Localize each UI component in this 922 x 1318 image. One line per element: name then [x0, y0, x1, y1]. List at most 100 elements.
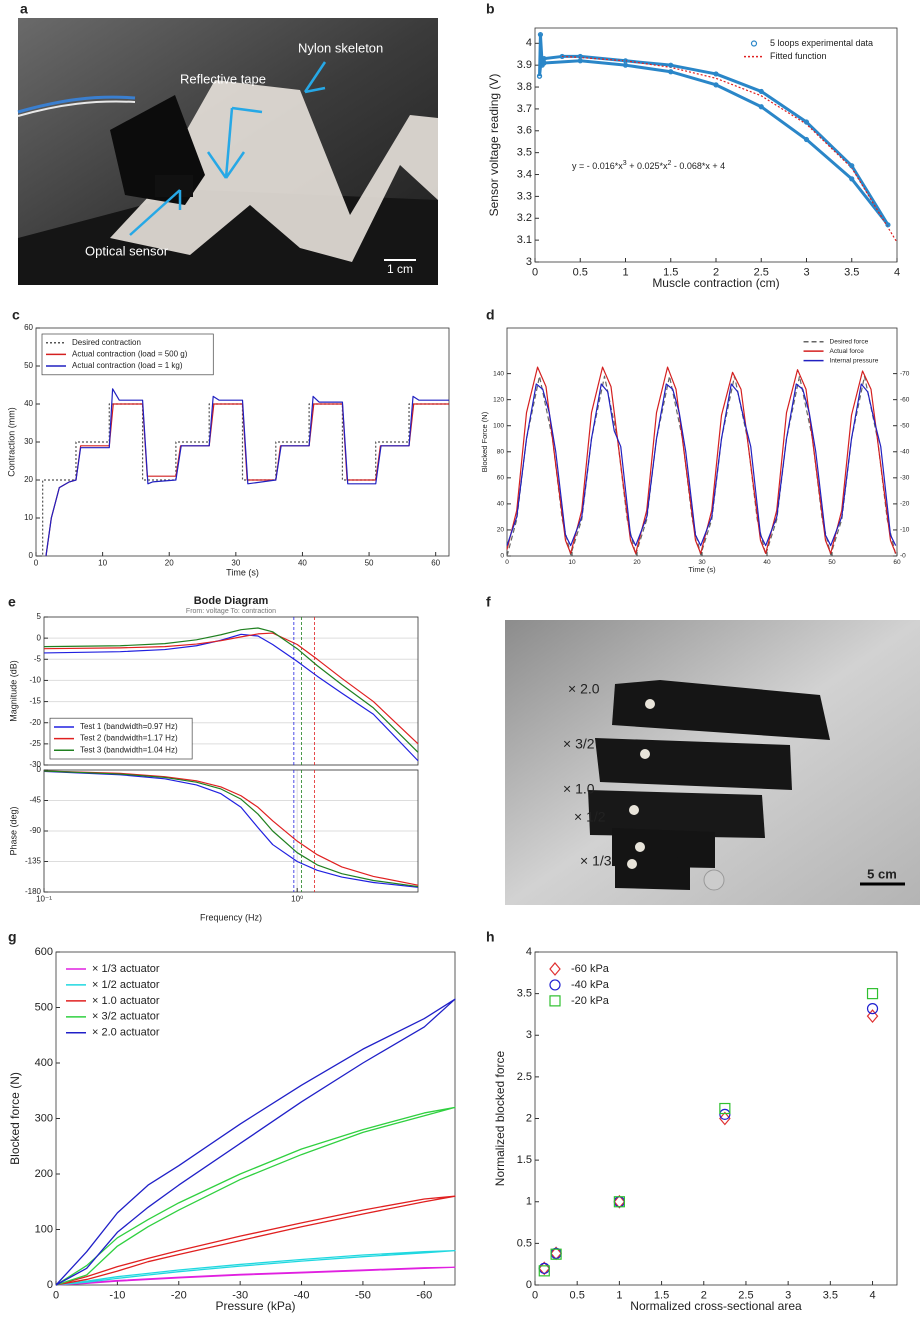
x-tick-label: 1	[622, 266, 628, 278]
equation-part: y = - 0.016*x	[572, 161, 623, 171]
legend-label: Test 1 (bandwidth=0.97 Hz)	[80, 722, 178, 731]
marker	[866, 1009, 879, 1024]
x-tick-label: 3	[803, 266, 809, 278]
y-tick-label: -45	[29, 796, 41, 805]
photo-label: × 1/2	[574, 809, 606, 825]
data-line	[55, 1106, 456, 1286]
x-tick-label: 0	[53, 1289, 59, 1301]
legend-label: Actual contraction (load = 1 kg)	[72, 361, 183, 370]
marker	[719, 1102, 731, 1115]
axes-frame	[534, 27, 898, 263]
panel-label: f	[486, 594, 491, 610]
x-tick-label: 3.5	[823, 1289, 838, 1301]
marker	[622, 62, 629, 68]
y-tick-label: -5	[34, 654, 42, 663]
y-tick-label: 200	[35, 1168, 53, 1180]
x-tick-label: 3.5	[844, 266, 859, 278]
legend-label: -40 kPa	[571, 979, 610, 991]
data-line	[43, 632, 419, 745]
legend-marker	[549, 995, 561, 1007]
y2-tick-label: -60	[900, 396, 910, 403]
y-axis-label: Magnitude (dB)	[8, 660, 18, 722]
marker	[866, 1003, 879, 1015]
data-line	[43, 770, 419, 888]
marker	[719, 1111, 731, 1126]
x-axis-label: Time (s)	[688, 565, 716, 574]
y-tick-label: 3.2	[517, 212, 532, 224]
panel-label: d	[486, 307, 495, 323]
x-axis-label: Normalized cross-sectional area	[630, 1299, 802, 1313]
marker	[559, 53, 565, 60]
y-tick-label: 2	[526, 1112, 532, 1124]
chart: -180 -135 -90 -45 0 10⁻¹ 10⁰ Frequency (Hz) Phas…	[8, 765, 419, 922]
data-line	[506, 375, 897, 557]
plot-area	[535, 952, 897, 1285]
plot-area	[535, 28, 897, 262]
y-tick-label: 300	[35, 1112, 53, 1124]
equation-part: + 0.025*x	[627, 161, 668, 171]
y-axis-label: Phase (deg)	[8, 806, 18, 855]
x-axis-label: Muscle contraction (cm)	[652, 276, 779, 290]
axes-frame	[55, 951, 456, 1286]
y-tick-label: 3	[526, 256, 532, 268]
x-tick-label: 60	[431, 559, 440, 568]
y2-tick-label: -40	[900, 448, 910, 455]
panel-label: c	[12, 307, 20, 323]
marker	[668, 62, 674, 68]
x-tick-label: 40	[298, 559, 307, 568]
chart: 0 100 200 300 400 500 600 0 -10 -20 -30 -40 -50 -60 Pr…	[8, 946, 456, 1313]
x-tick-label: 2.5	[754, 266, 769, 278]
fittings	[627, 699, 655, 869]
x-axis-label: Pressure (kPa)	[215, 1299, 295, 1313]
x-tick-label: 4	[869, 1289, 875, 1301]
y-tick-label: 3.7	[517, 103, 532, 115]
data-line	[55, 1249, 456, 1286]
y2-tick-label: -30	[900, 475, 910, 482]
optical-sensor	[155, 175, 193, 197]
x-tick-label: 2.5	[738, 1289, 753, 1301]
panel-label: e	[8, 594, 16, 610]
y-tick-label: 20	[24, 475, 33, 484]
y-axis-label: Blocked force (N)	[8, 1072, 22, 1165]
y-tick-label: 1.5	[517, 1154, 532, 1166]
y2-tick-label: -10	[900, 527, 910, 534]
y2-tick-label: -0	[900, 553, 906, 560]
chart: 3 3.1 3.2 3.3 3.4 3.5 3.6 3.7 3.8 3.9 4 0 0.5 1 1.5 2 2.…	[487, 27, 900, 290]
marker	[537, 31, 544, 38]
legend-label: × 1/2 actuator	[92, 979, 160, 991]
photo-label: Nylon skeleton	[298, 40, 383, 55]
y-tick-label: 400	[35, 1057, 53, 1069]
legend-label: × 1.0 actuator	[92, 995, 160, 1007]
photo-label: × 1.0	[563, 781, 595, 797]
equation-part: - 0.068*x + 4	[671, 161, 725, 171]
y-tick-label: 2.5	[517, 1071, 532, 1083]
x-tick-label: 2	[713, 266, 719, 278]
y-tick-label: 3.4	[517, 168, 532, 180]
equation: y = - 0.016*x3 + 0.025*x2 - 0.068*x + 4	[572, 160, 725, 171]
axes-frame	[506, 327, 898, 557]
legend-label: Desired contraction	[72, 338, 141, 347]
marker	[713, 82, 719, 88]
x-tick-label: 20	[633, 559, 641, 566]
y-tick-label: 80	[497, 448, 505, 455]
x-tick-label: 10⁻¹	[36, 895, 52, 904]
marker	[577, 58, 583, 64]
x-tick-label: 1.5	[654, 1289, 669, 1301]
y-tick-label: 140	[493, 370, 504, 377]
x-tick-label: 20	[165, 559, 174, 568]
legend-label: × 3/2 actuator	[92, 1011, 160, 1023]
marker	[538, 56, 544, 62]
y-tick-label: -10	[29, 676, 41, 685]
axes-frame	[35, 327, 450, 557]
data-line	[43, 770, 419, 888]
y-tick-label: 0	[500, 553, 504, 560]
panel-label: b	[486, 1, 495, 17]
legend-label: Actual force	[830, 348, 865, 355]
chart-subtitle: From: voltage To: contraction	[186, 608, 276, 615]
x-tick-label: 1	[616, 1289, 622, 1301]
photo-label: Reflective tape	[180, 71, 266, 86]
legend-label: × 1/3 actuator	[92, 963, 160, 975]
y-tick-label: 0	[29, 551, 34, 560]
x-tick-label: -20	[171, 1289, 187, 1301]
